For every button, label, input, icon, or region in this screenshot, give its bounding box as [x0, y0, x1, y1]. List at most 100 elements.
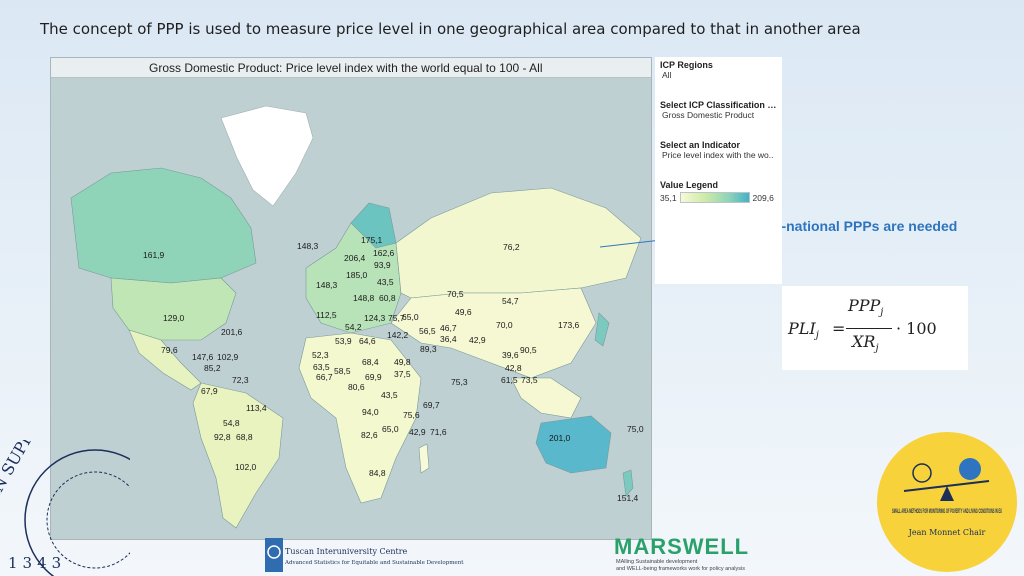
icp-filter-panel: ICP Regions All Select ICP Classificatio… [655, 57, 782, 284]
map-value-label: 49,6 [455, 307, 472, 317]
world-map-panel[interactable]: Gross Domestic Product: Price level inde… [50, 57, 652, 540]
jean-monnet-chair-logo: SMALL AREA METHODS FOR MONITORING OF POV… [877, 432, 1017, 572]
map-value-label: 58,5 [334, 366, 351, 376]
legend-gradient-bar [679, 192, 750, 203]
legend-max: 209,6 [752, 192, 774, 203]
map-value-label: 61,5 [501, 375, 518, 385]
map-value-label: 102,9 [217, 352, 239, 362]
region-scandinavia [350, 202, 397, 249]
classification-filter[interactable]: Select ICP Classification L.. Gross Dome… [660, 100, 777, 120]
region-canada [70, 167, 257, 284]
map-value-label: 43,5 [381, 390, 398, 400]
map-value-label: 54,8 [223, 418, 240, 428]
map-value-label: 42,8 [505, 363, 522, 373]
formula-lhs: PLIj [788, 319, 819, 342]
classification-title: Select ICP Classification L.. [660, 100, 777, 110]
formula-denominator: XRj [852, 332, 879, 355]
map-value-label: 36,4 [440, 334, 457, 344]
map-value-label: 67,9 [201, 386, 218, 396]
university-seal-logo: 1343 IN SUPREMA [0, 440, 130, 576]
map-value-label: 69,9 [365, 372, 382, 382]
classification-value[interactable]: Gross Domestic Product [662, 110, 755, 120]
map-value-label: 42,9 [469, 335, 486, 345]
map-value-label: 124,3 [364, 313, 386, 323]
icp-regions-filter[interactable]: ICP Regions All [660, 60, 777, 80]
indicator-value[interactable]: Price level index with the wo.. [662, 150, 774, 160]
map-value-label: 52,3 [312, 350, 329, 360]
region-new-zealand [622, 469, 634, 497]
map-value-label: 64,6 [359, 336, 376, 346]
map-value-label: 65,0 [402, 312, 419, 322]
formula-numerator: PPPj [848, 296, 884, 319]
legend-min: 35,1 [660, 192, 677, 203]
formula-equals: = [832, 319, 846, 338]
region-central-america [128, 329, 202, 391]
map-value-label: 56,5 [419, 326, 436, 336]
map-value-label: 70,5 [447, 289, 464, 299]
map-value-label: 63,5 [313, 362, 330, 372]
map-value-label: 142,2 [387, 330, 409, 340]
tuscan-subtitle: Advanced Statistics for Equitable and Su… [285, 560, 464, 566]
map-value-label: 54,7 [502, 296, 519, 306]
map-value-label: 68,4 [362, 357, 379, 367]
jmc-chair-line: Jean Monnet Chair [908, 528, 986, 537]
map-value-label: 148,3 [316, 280, 338, 290]
map-value-label: 71,6 [430, 427, 447, 437]
map-value-label: 84,8 [369, 468, 386, 478]
map-value-label: 148,3 [297, 241, 319, 251]
svg-text:MARSWELL: MARSWELL [614, 534, 749, 558]
map-value-label: 66,7 [316, 372, 333, 382]
formula-fraction-bar [846, 328, 892, 329]
region-australia [535, 415, 612, 474]
region-usa [110, 277, 237, 341]
icp-regions-title: ICP Regions [660, 60, 713, 70]
map-value-label: 49,8 [394, 357, 411, 367]
map-value-label: 94,0 [362, 407, 379, 417]
map-value-label: 60,8 [379, 293, 396, 303]
map-value-label: 75,3 [451, 377, 468, 387]
jmc-title-line: SMALL AREA METHODS FOR MONITORING OF POV… [892, 509, 1002, 515]
map-value-label: 54,2 [345, 322, 362, 332]
callout-subnational-ppp: Sub-national PPPs are needed [755, 218, 958, 234]
svg-text:1343: 1343 [8, 554, 66, 572]
map-value-label: 206,4 [344, 253, 366, 263]
marswell-subtitle: MAlling Sustainable development and WELL… [616, 559, 745, 572]
map-value-label: 70,0 [496, 320, 513, 330]
svg-text:IN SUPREMA: IN SUPREMA [0, 440, 58, 501]
map-value-label: 75,0 [627, 424, 644, 434]
map-value-label: 175,1 [361, 235, 383, 245]
map-value-label: 76,2 [503, 242, 520, 252]
map-value-label: 89,3 [420, 344, 437, 354]
map-value-label: 46,7 [440, 323, 457, 333]
tuscan-interuniversity-logo: Tuscan Interuniversity Centre Advanced S… [265, 536, 463, 574]
map-value-label: 201,6 [221, 327, 243, 337]
tuscan-name: Tuscan Interuniversity Centre [285, 547, 408, 556]
formula-multiplier: · 100 [896, 319, 937, 338]
map-value-label: 148,8 [353, 293, 375, 303]
map-value-label: 93,9 [374, 260, 391, 270]
world-map[interactable]: 161,9 129,0 201,6 148,3 175,1 162,6 206,4 93,9 1… [51, 78, 652, 540]
map-value-label: 85,2 [204, 363, 221, 373]
region-asia [390, 287, 597, 379]
map-value-label: 113,4 [246, 403, 267, 413]
map-value-label: 185,0 [346, 270, 368, 280]
map-value-labels: 161,9 129,0 201,6 148,3 175,1 162,6 206,4 93,9 1… [143, 235, 644, 503]
indicator-filter[interactable]: Select an Indicator Price level index wi… [660, 140, 777, 160]
region-africa [298, 332, 422, 504]
map-value-label: 151,4 [617, 493, 639, 503]
map-value-label: 68,8 [236, 432, 253, 442]
map-value-label: 161,9 [143, 250, 165, 260]
map-value-label: 90,5 [520, 345, 537, 355]
region-japan [594, 312, 610, 347]
pli-formula: PLIj = PPPj XRj · 100 [782, 286, 968, 370]
slide-title: The concept of PPP is used to measure pr… [40, 20, 861, 38]
icp-regions-value[interactable]: All [662, 70, 672, 80]
map-value-label: 65,0 [382, 424, 399, 434]
map-value-label: 73,5 [521, 375, 538, 385]
map-value-label: 173,6 [558, 320, 580, 330]
map-value-label: 75,6 [403, 410, 420, 420]
map-value-label: 39,6 [502, 350, 519, 360]
map-value-label: 129,0 [163, 313, 185, 323]
value-legend: Value Legend 35,1 209,6 [660, 180, 777, 203]
map-value-label: 82,6 [361, 430, 378, 440]
